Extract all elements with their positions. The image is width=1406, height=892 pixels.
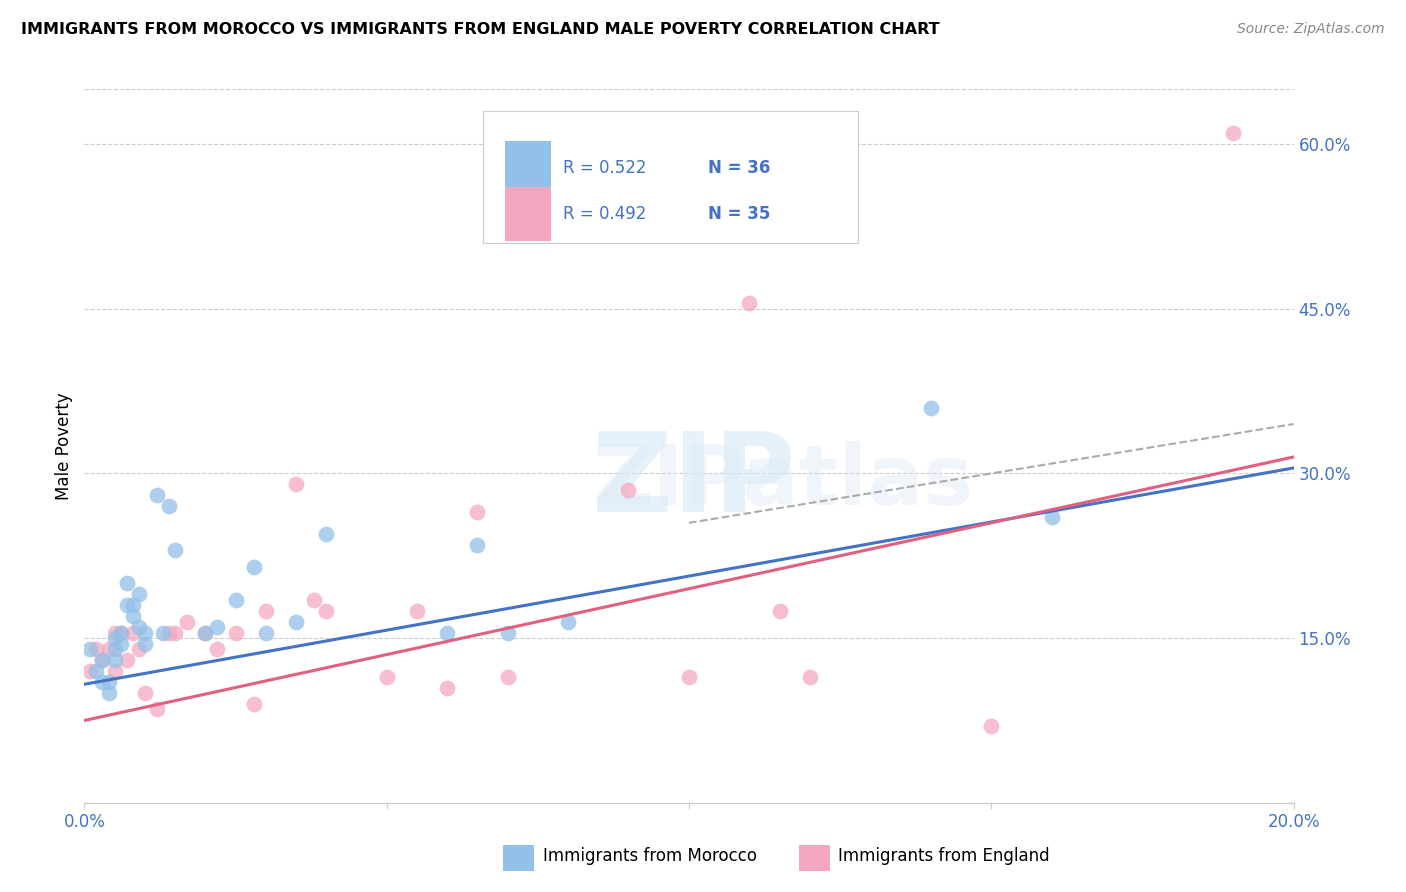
Point xyxy=(110,625,132,640)
Point xyxy=(194,625,217,640)
Point xyxy=(1222,126,1244,140)
Text: IMMIGRANTS FROM MOROCCO VS IMMIGRANTS FROM ENGLAND MALE POVERTY CORRELATION CHAR: IMMIGRANTS FROM MOROCCO VS IMMIGRANTS FR… xyxy=(21,22,939,37)
Point xyxy=(86,664,108,678)
Point xyxy=(225,625,247,640)
Point xyxy=(769,604,792,618)
Text: ZIPatlas: ZIPatlas xyxy=(592,442,973,522)
Point xyxy=(104,642,127,657)
Point xyxy=(104,625,127,640)
Point xyxy=(207,620,229,634)
Point xyxy=(165,543,187,558)
Point xyxy=(115,653,138,667)
Point xyxy=(436,625,458,640)
Point xyxy=(315,604,337,618)
Point xyxy=(97,675,120,690)
Point xyxy=(104,653,127,667)
Point xyxy=(242,697,264,711)
Point xyxy=(128,642,150,657)
Point xyxy=(91,653,114,667)
Point xyxy=(146,702,169,716)
Point xyxy=(157,500,180,514)
Point xyxy=(406,604,429,618)
Point xyxy=(128,620,150,634)
Point xyxy=(128,587,150,601)
Text: ZIP: ZIP xyxy=(592,428,796,535)
FancyBboxPatch shape xyxy=(484,111,858,243)
Point xyxy=(496,625,519,640)
Point xyxy=(242,559,264,574)
FancyBboxPatch shape xyxy=(505,141,551,194)
Point xyxy=(920,401,942,415)
Point xyxy=(254,625,277,640)
Point xyxy=(115,576,138,591)
Point xyxy=(738,296,761,310)
FancyBboxPatch shape xyxy=(505,187,551,241)
Text: Source: ZipAtlas.com: Source: ZipAtlas.com xyxy=(1237,22,1385,37)
Point xyxy=(91,653,114,667)
Point xyxy=(86,642,108,657)
Text: N = 35: N = 35 xyxy=(709,205,770,223)
Point xyxy=(194,625,217,640)
Point xyxy=(225,592,247,607)
Point xyxy=(165,625,187,640)
Point xyxy=(496,669,519,683)
Point xyxy=(617,483,640,497)
Point xyxy=(207,642,229,657)
Point xyxy=(436,681,458,695)
Point xyxy=(678,669,700,683)
Point xyxy=(97,686,120,700)
Point xyxy=(79,642,101,657)
Point xyxy=(285,615,308,629)
Point xyxy=(1040,510,1063,524)
Text: Immigrants from Morocco: Immigrants from Morocco xyxy=(543,847,756,865)
Point xyxy=(97,642,120,657)
Point xyxy=(121,598,143,612)
Point xyxy=(980,719,1002,733)
Point xyxy=(121,609,143,624)
Point xyxy=(79,664,101,678)
Point xyxy=(134,637,156,651)
Text: Immigrants from England: Immigrants from England xyxy=(838,847,1050,865)
Point xyxy=(176,615,198,629)
Point xyxy=(157,625,180,640)
Point xyxy=(110,625,132,640)
Point xyxy=(104,664,127,678)
Point xyxy=(799,669,821,683)
Point xyxy=(115,598,138,612)
Point xyxy=(302,592,325,607)
Point xyxy=(110,637,132,651)
Point xyxy=(91,675,114,690)
Point xyxy=(375,669,398,683)
Point xyxy=(134,625,156,640)
Point xyxy=(134,686,156,700)
Point xyxy=(254,604,277,618)
Point xyxy=(467,538,489,552)
Point xyxy=(146,488,169,502)
Text: N = 36: N = 36 xyxy=(709,159,770,177)
Point xyxy=(104,631,127,645)
Point xyxy=(121,625,143,640)
Point xyxy=(285,477,308,491)
Text: R = 0.492: R = 0.492 xyxy=(564,205,647,223)
Point xyxy=(557,615,579,629)
Text: R = 0.522: R = 0.522 xyxy=(564,159,647,177)
Point xyxy=(315,526,337,541)
Point xyxy=(152,625,174,640)
Y-axis label: Male Poverty: Male Poverty xyxy=(55,392,73,500)
Point xyxy=(467,505,489,519)
